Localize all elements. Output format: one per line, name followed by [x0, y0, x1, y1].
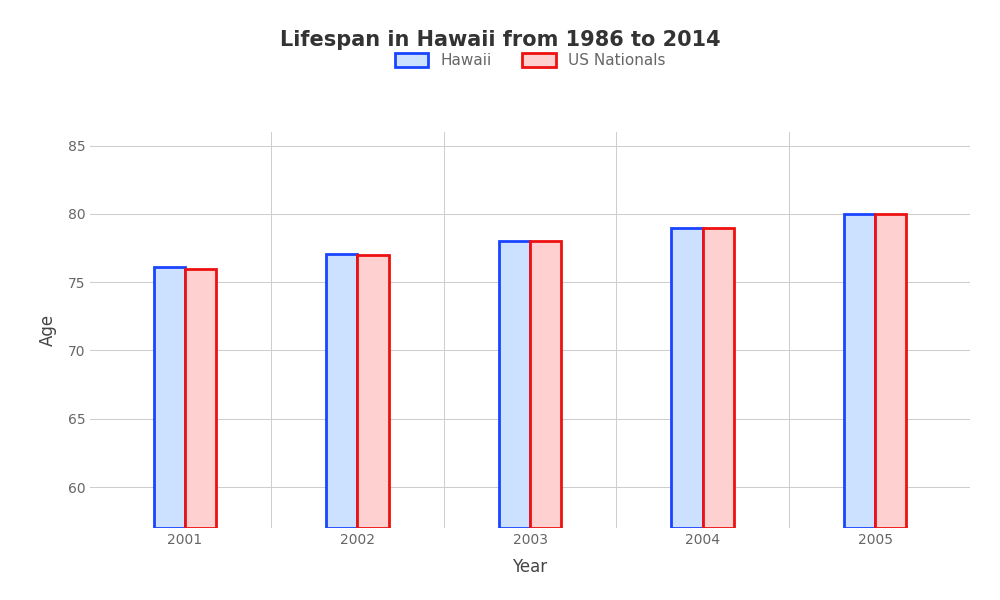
Y-axis label: Age: Age: [38, 314, 56, 346]
Bar: [703, 227, 734, 528]
Bar: [875, 214, 906, 528]
Bar: [671, 227, 703, 528]
Bar: [185, 269, 216, 528]
Bar: [499, 241, 530, 528]
Bar: [530, 241, 561, 528]
Legend: Hawaii, US Nationals: Hawaii, US Nationals: [395, 53, 665, 68]
Text: Lifespan in Hawaii from 1986 to 2014: Lifespan in Hawaii from 1986 to 2014: [280, 30, 720, 50]
X-axis label: Year: Year: [512, 558, 548, 576]
Bar: [844, 214, 875, 528]
Bar: [154, 267, 185, 528]
Bar: [326, 254, 357, 528]
Bar: [357, 255, 389, 528]
